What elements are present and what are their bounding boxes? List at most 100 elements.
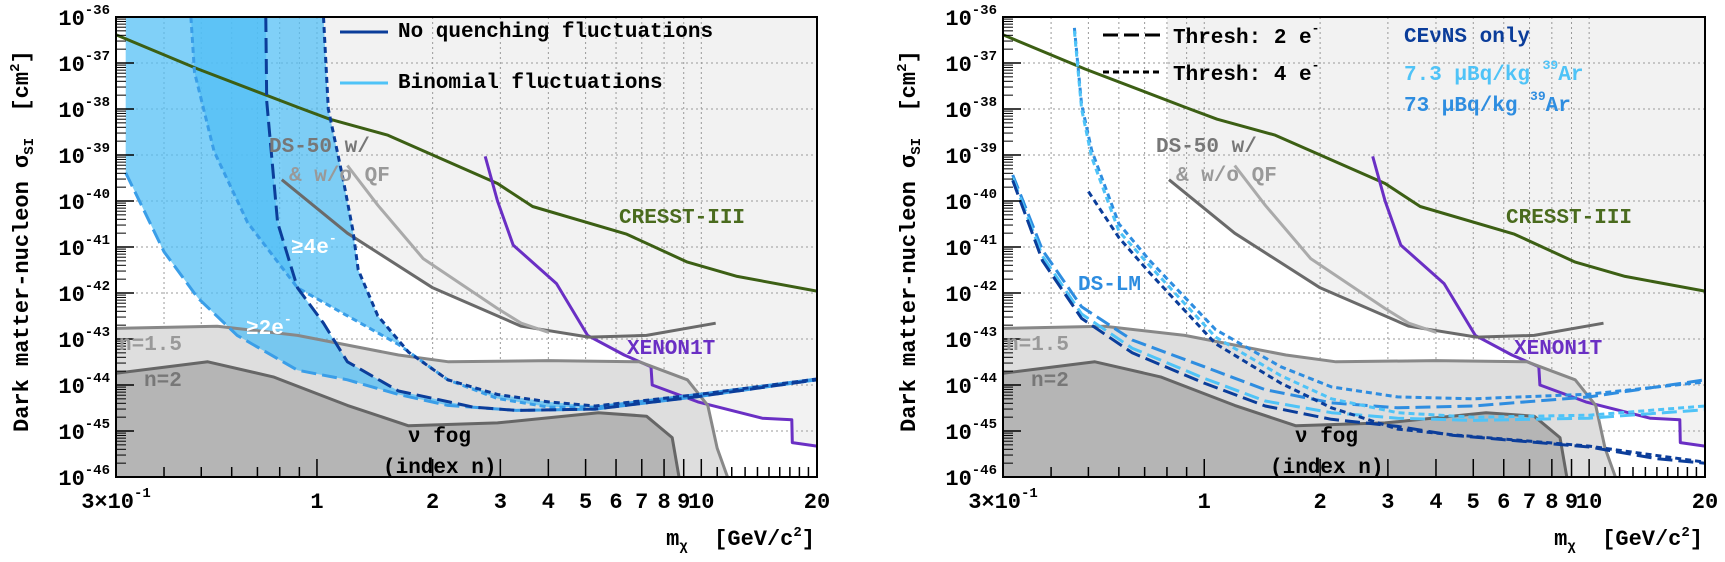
x-tick-label: 4: [541, 490, 555, 515]
x-tick-label: 1: [1197, 490, 1211, 515]
series-line-no-quenching-fluctuations--4e-: [322, 17, 817, 408]
series-line-n-2: [1003, 360, 1569, 477]
x-tick-label: 7: [1522, 490, 1537, 515]
label-cresst: CRESST-III: [619, 207, 746, 230]
series-line-n-1-5: [1003, 324, 1617, 477]
legend-thresh-4e: Thresh: 4 e-: [1173, 58, 1320, 87]
label-nu-fog-right: ν fog: [1295, 426, 1359, 449]
series-line-ce-ns-only--thresh--4-e-: [1087, 190, 1705, 464]
x-axis-title-left: mχ [GeV/c2]: [666, 525, 815, 555]
label-ds50-2: & w/o QF: [289, 165, 390, 188]
plot-area: [1003, 17, 1705, 477]
series-line-7-3--bq-kg-39ar--thresh--2-e-: [1011, 177, 1705, 422]
y-tick-label: 10-45: [945, 417, 997, 446]
x-tick-label: 2: [1313, 490, 1327, 515]
label-xenon1t: XENON1T: [627, 338, 716, 361]
x-tick-label: 8: [657, 490, 671, 515]
x-tick-label: 3×10-1: [968, 486, 1038, 515]
y-tick-label: 10-44: [58, 371, 110, 400]
y-tick-label: 10-39: [58, 141, 110, 170]
legend-7-3-ubq: 7.3 μBq/kg 39Ar: [1404, 58, 1584, 87]
y-tick-label: 10-38: [945, 95, 997, 124]
x-tick-label: 6: [609, 490, 623, 515]
label-ds50-2-right: & w/o QF: [1176, 165, 1277, 188]
legend-thresh-2e: Thresh: 2 e-: [1173, 21, 1320, 50]
y-tick-label: 10-41: [58, 233, 110, 262]
series-line-cresst-iii: [1003, 33, 1705, 293]
series-line-7-3--bq-kg-39ar--thresh--4-e-: [1072, 30, 1705, 419]
legend-no-quenching: No quenching fluctuations: [398, 21, 714, 44]
y-tick-label: 10-42: [945, 279, 997, 308]
y-tick-label: 10-46: [945, 463, 997, 492]
legend-73-ubq: 73 μBq/kg 39Ar: [1404, 89, 1571, 118]
series-line-ds-50-w--qf: [1168, 178, 1604, 339]
y-tick-label: 10-37: [945, 49, 997, 78]
y-tick-label: 10-40: [58, 187, 110, 216]
x-tick-label: 8: [1545, 490, 1559, 515]
excluded-region: [1167, 17, 1705, 447]
series-line-73--bq-kg-39ar--thresh--4-e-: [1072, 27, 1705, 401]
y-tick-label: 10-43: [945, 325, 997, 354]
label-n15-right: n=1.5: [1006, 334, 1070, 357]
label-ge4e: ≥4e-: [291, 231, 337, 260]
label-cresst-right: CRESST-III: [1506, 207, 1633, 230]
x-tick-label: 10: [1575, 490, 1603, 515]
label-n2: n=2: [144, 370, 182, 393]
y-tick-label: 10-42: [58, 279, 110, 308]
panel-left: [115, 16, 818, 478]
sensitivity-band-2e: [125, 17, 817, 411]
legend-binomial: Binomial fluctuations: [398, 72, 663, 95]
label-n15: n=1.5: [119, 334, 183, 357]
x-tick-label: 20: [803, 490, 831, 515]
x-tick-label: 9: [1564, 490, 1579, 515]
y-tick-label: 10-39: [945, 141, 997, 170]
x-tick-label: 20: [1691, 490, 1719, 515]
legend-cevns-only: CEνNS only: [1404, 26, 1531, 49]
fog-region-n2: [1003, 361, 1567, 477]
label-ds50-1: DS-50 w/: [269, 136, 370, 159]
y-tick-label: 10-46: [58, 463, 110, 492]
label-nu-fog: ν fog: [408, 426, 472, 449]
series-line-ds-50-w-o-qf: [346, 164, 549, 334]
label-ge2e: ≥2e-: [246, 312, 292, 341]
y-tick-label: 10-36: [58, 3, 110, 32]
series-line-ds-50-w--qf: [280, 178, 716, 339]
y-tick-label: 10-44: [945, 371, 997, 400]
y-tick-label: 10-36: [945, 3, 997, 32]
y-axis-title-right: Dark matter-nucleon σSI [cm2]: [895, 50, 925, 432]
series-line-no-quenching-fluctuations--2e-: [264, 17, 817, 412]
y-tick-label: 10-38: [58, 95, 110, 124]
x-tick-label: 2: [426, 490, 440, 515]
y-tick-label: 10-43: [58, 325, 110, 354]
series-line-73--bq-kg-39ar--thresh--2-e-: [1011, 174, 1705, 410]
fog-region-n2: [116, 361, 679, 477]
label-index-n-right: (index n): [1270, 457, 1384, 480]
series-line-cresst-iii: [116, 33, 817, 293]
series-line-ds-50-w-o-qf: [1233, 164, 1437, 334]
sensitivity-band-4e: [190, 17, 817, 408]
x-tick-label: 9: [677, 490, 691, 515]
x-tick-label: 3: [493, 490, 507, 515]
y-tick-label: 10-45: [58, 417, 110, 446]
x-tick-label: 5: [579, 490, 593, 515]
x-tick-label: 7: [635, 490, 649, 515]
label-ds50-1-right: DS-50 w/: [1156, 136, 1257, 159]
x-tick-label: 3×10-1: [81, 486, 151, 515]
y-tick-label: 10-37: [58, 49, 110, 78]
x-tick-label: 1: [310, 490, 324, 515]
series-line-n-2: [116, 360, 681, 477]
x-tick-label: 4: [1429, 490, 1443, 515]
y-axis-title-left: Dark matter-nucleon σSI [cm2]: [8, 50, 38, 432]
x-tick-label: 5: [1466, 490, 1480, 515]
label-xenon1t-right: XENON1T: [1514, 338, 1603, 361]
plot-area: [116, 17, 817, 477]
y-tick-label: 10-41: [945, 233, 997, 262]
panel-right: [1002, 16, 1706, 478]
series-line-n-1-5: [116, 324, 729, 477]
x-tick-label: 10: [688, 490, 715, 515]
label-n2-right: n=2: [1031, 370, 1069, 393]
x-tick-label: 6: [1497, 490, 1511, 515]
x-tick-label: 3: [1381, 490, 1395, 515]
label-ds-lm: DS-LM: [1078, 274, 1142, 297]
